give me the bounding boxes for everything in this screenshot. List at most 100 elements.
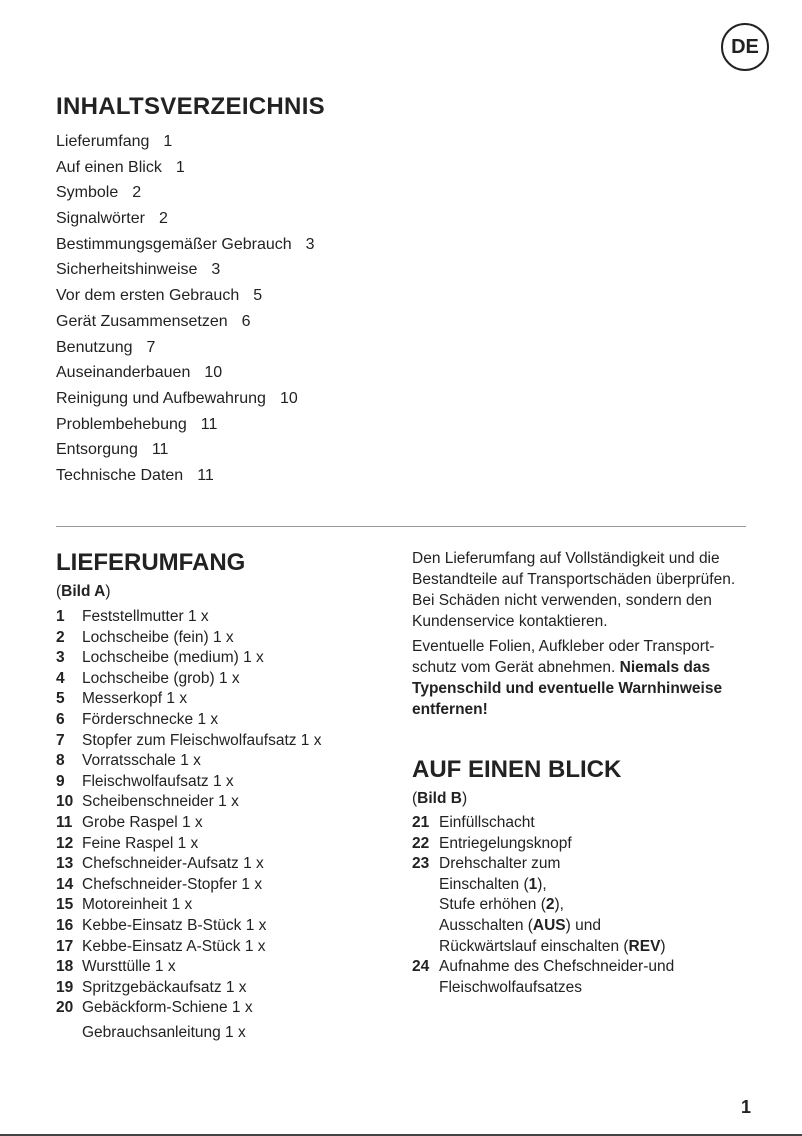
- toc-label: Signalwörter: [56, 210, 145, 228]
- item-number: 8: [56, 752, 65, 770]
- item-text: Stopfer zum Fleischwolfaufsatz 1 x: [82, 731, 322, 749]
- list-item: 15 Motoreinheit 1 x: [56, 895, 322, 916]
- toc-page: 1: [163, 133, 173, 150]
- toc-page: 10: [279, 389, 298, 407]
- item-number: 2: [56, 628, 65, 646]
- toc-entry[interactable]: Reinigung und Aufbewahrung 10: [56, 388, 315, 414]
- toc-entry[interactable]: Bestimmungsgemäßer Gebrauch 3: [56, 234, 315, 260]
- toc-entry[interactable]: Entsorgung 11: [56, 439, 315, 465]
- toc-label: Bestimmungsgemäßer Gebrauch: [56, 235, 292, 253]
- list-item: 13 Chefschneider-Aufsatz 1 x: [56, 854, 322, 875]
- toc-label: Technische Daten: [56, 466, 184, 484]
- paragraph-remove: Eventuelle Folien, Aufkleber oder Transp…: [412, 638, 723, 718]
- item-number: 5: [56, 690, 65, 708]
- toc-page: 3: [211, 261, 221, 279]
- toc-label: Vor dem ersten Gebrauch: [56, 287, 240, 305]
- figure-ref-a: (Bild A): [56, 583, 111, 600]
- toc-label: Problembehebung: [56, 415, 187, 433]
- toc-page: 11: [197, 466, 214, 484]
- toc-entry[interactable]: Lieferumfang 1: [56, 131, 315, 157]
- item-text: Fleischwolfaufsatz 1 x: [82, 772, 234, 790]
- toc-page: 3: [305, 235, 315, 253]
- item-number: 4: [56, 669, 65, 687]
- list-item: 16 Kebbe-Einsatz B-Stück 1 x: [56, 916, 322, 937]
- list-item: 19 Spritzgebäckaufsatz 1 x: [56, 978, 322, 999]
- item-number: 17: [56, 937, 74, 955]
- item-text: Messerkopf 1 x: [82, 690, 188, 708]
- overview-list: 21 Einfüllschacht 22 Entriegelungsknopf 23…: [412, 813, 709, 998]
- item-text: Förderschnecke 1 x: [82, 710, 219, 728]
- toc-label: Sicherheitshinweise: [56, 261, 198, 279]
- toc-label: Entsorgung: [56, 441, 138, 459]
- toc-page: 6: [241, 312, 251, 330]
- paragraph-check: Den Lieferumfang auf Vollständigkeit und…: [412, 550, 736, 630]
- toc-entry[interactable]: Gerät Zusammensetzen 6: [56, 311, 315, 337]
- list-item: 11 Grobe Raspel 1 x: [56, 813, 322, 834]
- toc-label: Reinigung und Aufbewahrung: [56, 389, 266, 407]
- item-number: 13: [56, 855, 74, 873]
- toc-label: Lieferumfang: [56, 133, 150, 150]
- toc-entry[interactable]: Sicherheitshinweise 3: [56, 259, 315, 285]
- item-number: 16: [56, 916, 74, 934]
- item-text: Lochscheibe (medium) 1 x: [82, 649, 264, 667]
- toc-entry[interactable]: Auseinanderbauen 10: [56, 362, 315, 388]
- toc-page: 11: [200, 415, 218, 433]
- toc-label: Auseinanderbauen: [56, 364, 191, 382]
- list-item: 18 Wursttülle 1 x: [56, 957, 322, 978]
- item-text: Spritzgebäckaufsatz 1 x: [82, 978, 247, 996]
- toc-entry[interactable]: Symbole 2: [56, 182, 315, 208]
- toc-title: INHALTSVERZEICHNIS: [56, 93, 325, 120]
- item-number: 20: [56, 999, 74, 1017]
- toc-page: 10: [204, 364, 223, 382]
- item-number: 11: [56, 813, 73, 831]
- toc-entry[interactable]: Auf einen Blick 1: [56, 157, 315, 183]
- list-item: 8 Vorratsschale 1 x: [56, 751, 322, 772]
- toc-page: 1: [175, 158, 185, 176]
- lieferumfang-title: LIEFERUMFANG: [56, 549, 246, 576]
- list-item: 9 Fleischwolfaufsatz 1 x: [56, 772, 322, 793]
- list-item: 21 Einfüllschacht: [412, 814, 535, 831]
- item-text: Lochscheibe (grob) 1 x: [82, 669, 240, 687]
- toc-page: 2: [158, 210, 168, 228]
- toc-entry[interactable]: Technische Daten 11: [56, 465, 315, 491]
- bottom-border: [0, 1134, 802, 1136]
- item-number: 12: [56, 834, 74, 852]
- toc-entry[interactable]: Problembehebung 11: [56, 414, 315, 440]
- list-item: 6 Förderschnecke 1 x: [56, 710, 322, 731]
- item-number: 6: [56, 710, 65, 728]
- toc-page: 5: [253, 287, 263, 305]
- item-text: Chefschneider-Stopfer 1 x: [82, 875, 263, 893]
- item-text: Wursttülle 1 x: [82, 958, 176, 976]
- toc-page: 11: [151, 441, 169, 459]
- list-item: 24 Aufnahme des Chefschneider-und Fleisch…: [412, 958, 675, 996]
- item-text: Motoreinheit 1 x: [82, 896, 193, 914]
- item-text: Lochscheibe (fein) 1 x: [82, 628, 234, 646]
- item-number: 3: [56, 649, 65, 667]
- item-text: Grobe Raspel 1 x: [82, 813, 203, 831]
- item-number: 7: [56, 731, 65, 749]
- list-item: 23 Drehschalter zum Einschalten (1), Stufe …: [412, 855, 666, 955]
- item-number: 10: [56, 793, 74, 811]
- toc-entry[interactable]: Vor dem ersten Gebrauch 5: [56, 285, 315, 311]
- item-text: Kebbe-Einsatz A-Stück 1 x: [82, 937, 266, 955]
- toc-label: Gerät Zusammensetzen: [56, 312, 228, 330]
- blick-title: AUF EINEN BLICK: [412, 756, 622, 783]
- item-number: 9: [56, 772, 65, 790]
- toc-entry[interactable]: Signalwörter 2: [56, 208, 315, 234]
- list-item: 17 Kebbe-Einsatz A-Stück 1 x: [56, 937, 322, 958]
- toc-entry[interactable]: Benutzung 7: [56, 337, 315, 363]
- toc-page: 2: [132, 184, 142, 202]
- item-text: Gebäckform-Schiene 1 x: [82, 999, 253, 1017]
- list-item: 7 Stopfer zum Fleischwolfaufsatz 1 x: [56, 731, 322, 752]
- toc-page: 7: [146, 338, 156, 356]
- parts-list: 1 Feststellmutter 1 x 2 Lochscheibe (fein) …: [56, 607, 322, 1019]
- item-number: 1: [56, 608, 65, 625]
- page-number: 1: [741, 1097, 752, 1117]
- list-item: 10 Scheibenschneider 1 x: [56, 792, 322, 813]
- item-text: Kebbe-Einsatz B-Stück 1 x: [82, 916, 267, 934]
- list-item: 1 Feststellmutter 1 x: [56, 607, 322, 628]
- list-item: 2 Lochscheibe (fein) 1 x: [56, 628, 322, 649]
- language-badge: DE: [721, 23, 769, 71]
- list-item: 3 Lochscheibe (medium) 1 x: [56, 648, 322, 669]
- list-item: 14 Chefschneider-Stopfer 1 x: [56, 875, 322, 896]
